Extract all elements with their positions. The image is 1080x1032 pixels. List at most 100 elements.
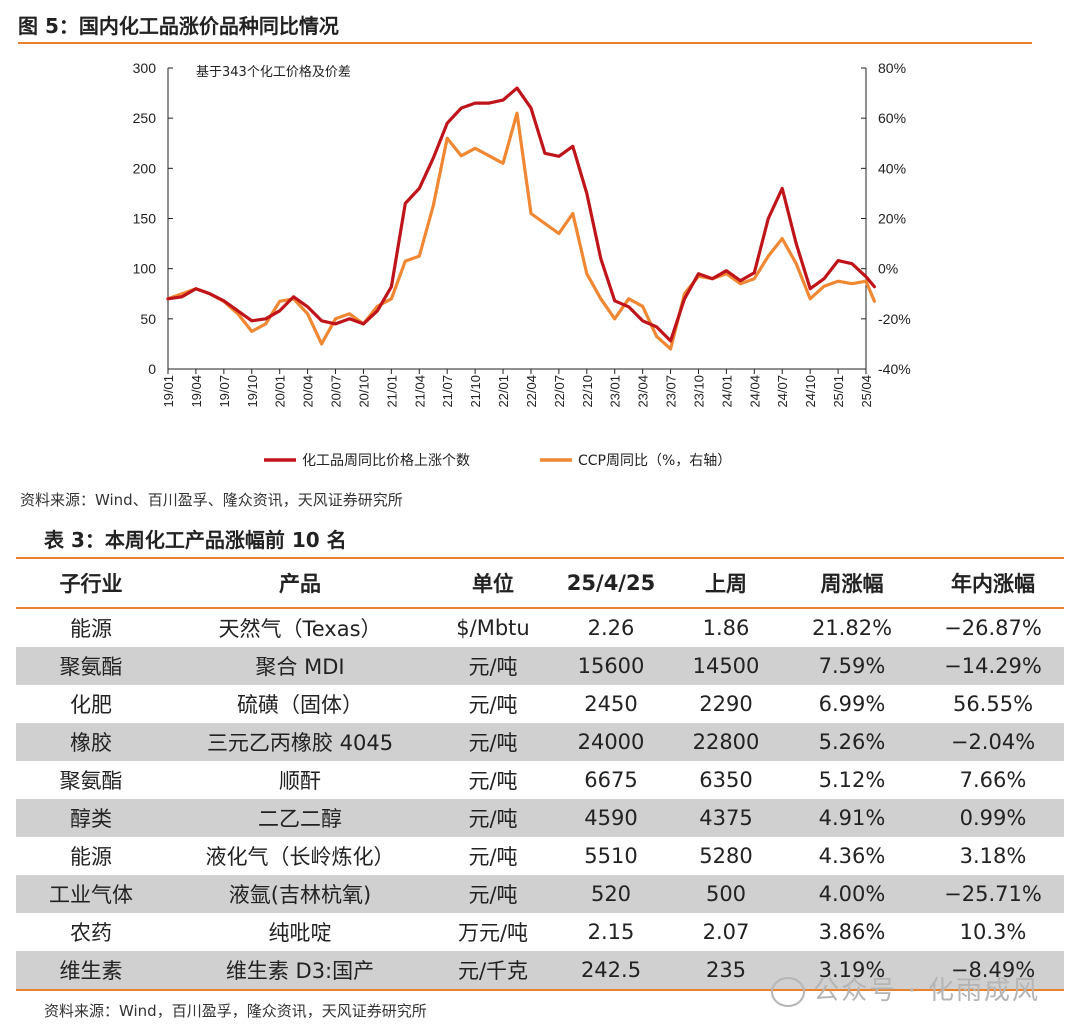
table-cell: 3.19% (782, 951, 922, 990)
x-tick-label: 20/04 (301, 375, 316, 408)
table-cell: 1.86 (702, 616, 750, 640)
left-tick-label: 150 (133, 211, 157, 227)
x-tick-label: 24/04 (747, 375, 762, 408)
table-cell: 元/吨 (434, 647, 552, 685)
table-source-note: 资料来源：Wind，百川盈孚，隆众资讯，天风证券研究所 (44, 1002, 427, 1020)
table-cell: −14.29% (922, 647, 1064, 685)
x-tick-label: 25/04 (859, 375, 874, 408)
table-cell: $/Mbtu (456, 616, 530, 640)
x-tick-label: 22/07 (552, 375, 567, 408)
table-cell: 3.18% (959, 844, 1027, 868)
table-cell: −2.04% (922, 723, 1064, 761)
x-tick-label: 22/01 (496, 375, 511, 408)
table-row: 能源 液化气（长岭炼化） 元/吨 5510 5280 4.36% 3.18% (16, 837, 1064, 875)
table-header-row: 子行业 产品 单位 25/4/25 上周 周涨幅 年内涨幅 (16, 558, 1064, 609)
x-tick-label: 21/01 (384, 375, 399, 408)
table-cell: 5280 (699, 844, 753, 868)
figure-source-note: 资料来源：Wind、百川盈孚、隆众资讯，天风证券研究所 (20, 491, 403, 509)
table-cell: 2.07 (702, 920, 750, 944)
table-body: 能源 天然气（Texas） $/Mbtu 2.26 1.86 21.82% −26.87% 聚… (16, 608, 1064, 990)
table-row: 农药 纯吡啶 万元/吨 2.15 2.07 3.86% 10.3% (16, 913, 1064, 951)
left-tick-label: 0 (148, 361, 156, 377)
table-cell: 21.82% (811, 616, 893, 640)
chart-annotation: 基于343个化工价格及价差 (196, 64, 351, 80)
table-cell: 24000 (552, 723, 670, 761)
table-cell: 醇类 (16, 799, 166, 837)
table-cell: 顺酐 (279, 769, 321, 793)
legend-label: 化工品周同比价格上涨个数 (302, 453, 470, 469)
table-cell: 520 (552, 875, 670, 913)
table-cell: 万元/吨 (457, 921, 529, 945)
table-cell: 10.3% (959, 920, 1027, 944)
table-cell: 2290 (699, 692, 753, 716)
table-cell: 2450 (584, 692, 638, 716)
table-row: 维生素 维生素 D3:国产 元/千克 242.5 235 3.19% −8.49% (16, 951, 1064, 990)
x-tick-label: 23/04 (636, 375, 651, 408)
top10-table: 子行业 产品 单位 25/4/25 上周 周涨幅 年内涨幅 能源 天然气（Texas） $/Mb… (16, 557, 1064, 991)
table-cell: 2.26 (587, 616, 635, 640)
table-cell: −26.87% (944, 616, 1042, 640)
table-cell: 聚合 MDI (166, 647, 434, 685)
table-cell: 化肥 (70, 693, 112, 717)
left-tick-label: 200 (133, 160, 157, 176)
table-cell: 能源 (70, 845, 112, 869)
table-cell: 7.59% (782, 647, 922, 685)
table-cell: 4590 (552, 799, 670, 837)
table-cell: 15600 (552, 647, 670, 685)
x-tick-label: 21/10 (468, 375, 483, 408)
table-cell: 2.15 (587, 920, 635, 944)
watermark-text: 公众号 · 化雨成风 (813, 976, 1040, 1006)
x-tick-label: 21/07 (440, 375, 455, 408)
table-cell: 242.5 (552, 951, 670, 990)
right-tick-label: 0% (878, 261, 898, 277)
x-tick-label: 20/01 (273, 375, 288, 408)
table-cell: 6675 (584, 768, 638, 792)
series-line-rising-count (166, 86, 876, 343)
table-header-cell: 年内涨幅 (922, 558, 1064, 609)
table-cell: 硫磺（固体） (237, 693, 363, 717)
x-tick-label: 25/01 (831, 375, 846, 408)
table-cell: 橡胶 (16, 723, 166, 761)
table-cell: 元/吨 (468, 845, 518, 869)
x-tick-label: 19/10 (245, 375, 260, 408)
right-tick-label: 60% (878, 110, 906, 126)
chart: 0 50 100 150 200 250 300 -40% -20% 0% 20% 40% 60% 80%… (133, 60, 911, 469)
table-cell: 元/吨 (434, 875, 552, 913)
table-cell: 三元乙丙橡胶 4045 (166, 723, 434, 761)
table-cell: 3.86% (818, 920, 886, 944)
x-tick-label: 19/01 (161, 375, 176, 408)
table-row: 工业气体 液氩(吉林杭氧) 元/吨 520 500 4.00% −25.71% (16, 875, 1064, 913)
table-cell: 6.99% (818, 692, 886, 716)
x-tick-label: 22/10 (580, 375, 595, 408)
table-cell: 维生素 D3:国产 (166, 951, 434, 990)
x-tick-label: 19/04 (189, 375, 204, 408)
table-header-cell: 周涨幅 (782, 558, 922, 609)
right-tick-label: 80% (878, 60, 906, 76)
table-cell: 维生素 (16, 951, 166, 990)
table-cell: 6350 (699, 768, 753, 792)
table-cell: 聚氨酯 (59, 769, 123, 793)
table-row: 聚氨酯 顺酐 元/吨 6675 6350 5.12% 7.66% (16, 761, 1064, 799)
table-cell: 元/吨 (434, 799, 552, 837)
table-cell: 工业气体 (16, 875, 166, 913)
table-cell: 二乙二醇 (166, 799, 434, 837)
right-tick-label: 20% (878, 211, 906, 227)
table-cell: 元/吨 (468, 693, 518, 717)
table-cell: 56.55% (952, 692, 1034, 716)
x-tick-label: 24/07 (775, 375, 790, 408)
x-tick-label: 20/10 (356, 375, 371, 408)
table-header-cell: 子行业 (16, 558, 166, 609)
table-cell: 元/千克 (434, 951, 552, 990)
table-header-cell: 产品 (166, 558, 434, 609)
right-tick-label: -40% (878, 361, 911, 377)
right-tick-label: 40% (878, 160, 906, 176)
table-header-cell: 25/4/25 (552, 558, 670, 609)
table-cell: 天然气（Texas） (218, 617, 382, 641)
watermark: 公众号 · 化雨成风 (771, 970, 1040, 1007)
table-cell: 14500 (670, 647, 782, 685)
table-cell: 4.91% (782, 799, 922, 837)
table-cell: 元/吨 (434, 723, 552, 761)
x-tick-label: 22/04 (524, 375, 539, 408)
table-cell: 液氩(吉林杭氧) (166, 875, 434, 913)
table-cell: 液化气（长岭炼化） (205, 845, 395, 869)
